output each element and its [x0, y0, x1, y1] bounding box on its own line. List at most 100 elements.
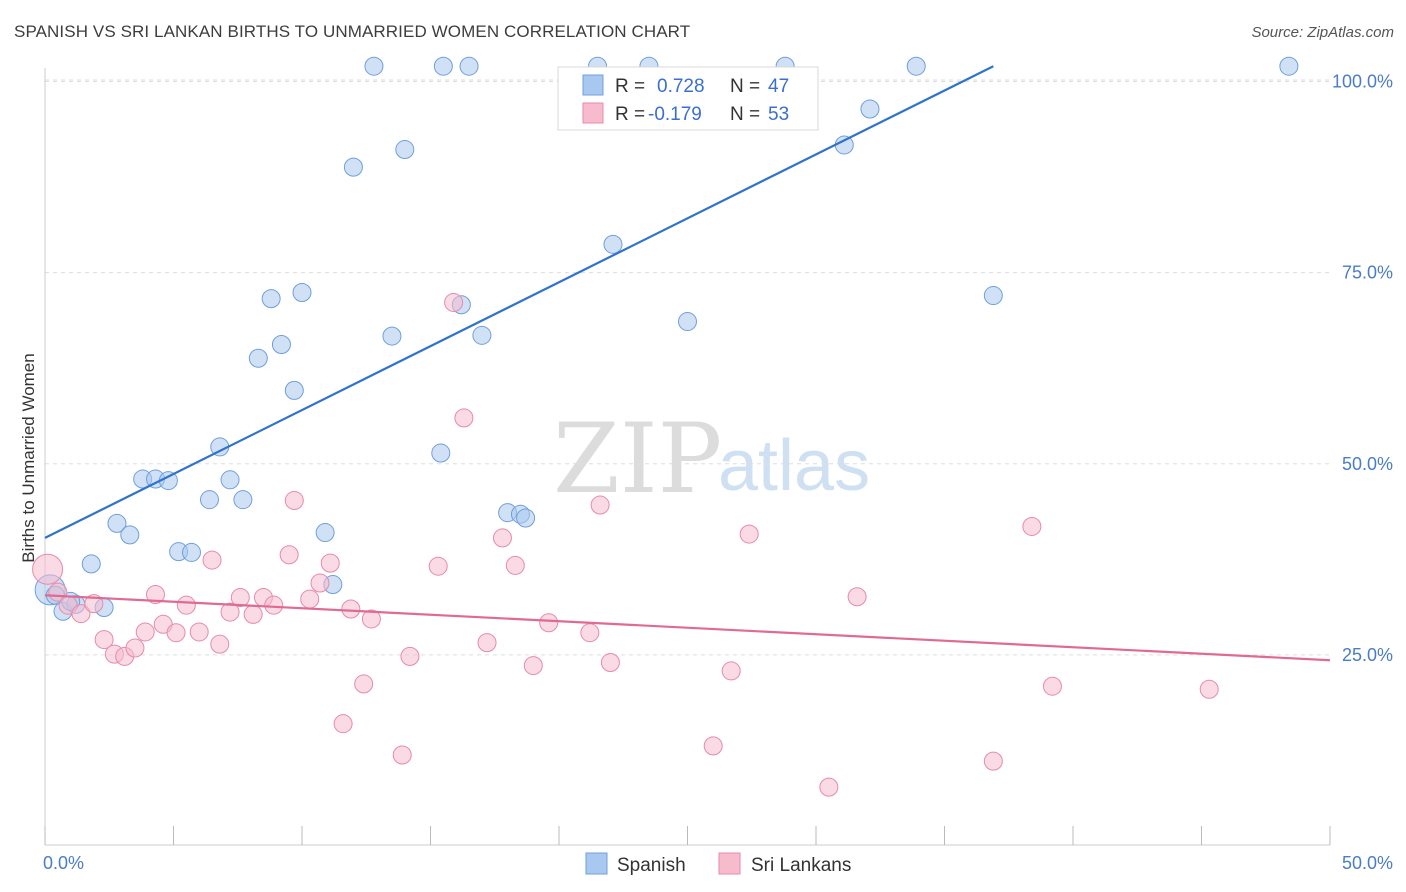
point-spanish-40: [860, 99, 880, 119]
point-srilankan-10: [146, 584, 166, 604]
series-legend-swatch-spanish: [585, 852, 608, 875]
point-srilankan-17: [220, 602, 240, 622]
point-spanish-11: [199, 490, 219, 510]
point-srilankan-33: [428, 556, 448, 576]
point-srilankan-15: [202, 550, 222, 570]
series-legend-swatch-srilankan: [718, 852, 741, 875]
point-srilankan-36: [477, 633, 497, 653]
point-srilankan-34: [444, 292, 464, 312]
series-legend-label-spanish: Spanish: [617, 855, 686, 876]
x-tick-label-0: 0.0%: [43, 853, 84, 873]
point-spanish-26: [433, 56, 453, 76]
stats-legend-n-label-srilankan: N =: [730, 104, 760, 125]
point-srilankan-29: [354, 674, 374, 694]
point-srilankan-48: [847, 587, 867, 607]
point-srilankan-46: [739, 524, 759, 544]
series-legend: Spanish Sri Lankans: [585, 852, 851, 876]
point-srilankan-49: [983, 751, 1003, 771]
point-srilankan-37: [492, 528, 512, 548]
stats-legend-swatch-spanish: [582, 74, 604, 96]
watermark-zip: ZIP: [553, 403, 722, 515]
point-spanish-22: [343, 157, 363, 177]
point-spanish-13: [220, 470, 240, 490]
stats-legend-r-label-srilankan: R =: [615, 104, 645, 125]
y-tick-label-1: 50.0%: [1342, 454, 1393, 474]
point-spanish-18: [284, 380, 304, 400]
stats-legend-n-value-srilankan: 53: [768, 104, 789, 125]
point-srilankan-23: [284, 490, 304, 510]
point-srilankan-25: [310, 573, 330, 593]
y-tick-label-3: 100.0%: [1332, 72, 1393, 92]
point-spanish-10: [181, 542, 201, 562]
point-srilankan-5: [94, 630, 114, 650]
point-srilankan-41: [580, 623, 600, 643]
stats-legend-r-value-srilankan: -0.179: [648, 104, 702, 125]
point-spanish-14: [233, 490, 253, 510]
point-srilankan-51: [1042, 676, 1062, 696]
y-tick-label-0: 25.0%: [1342, 645, 1393, 665]
watermark-atlas: atlas: [718, 426, 870, 506]
point-srilankan-26: [320, 553, 340, 573]
point-spanish-42: [983, 286, 1003, 306]
y-tick-labels: 25.0% 50.0% 75.0% 100.0%: [1332, 72, 1393, 665]
point-srilankan-31: [392, 745, 412, 765]
x-tick-label-1: 50.0%: [1342, 853, 1393, 873]
point-spanish-24: [382, 326, 402, 346]
point-spanish-5: [120, 525, 140, 545]
point-spanish-15: [248, 348, 268, 368]
point-srilankan-30: [361, 609, 381, 629]
point-srilankan-43: [600, 653, 620, 673]
point-spanish-30: [472, 325, 492, 345]
point-srilankan-52: [1199, 679, 1219, 699]
point-srilankan-27: [341, 599, 361, 619]
point-spanish-25: [395, 140, 415, 160]
point-srilankan-8: [125, 638, 145, 658]
point-srilankan-42: [590, 495, 610, 515]
stats-legend-r-value-spanish: 0.728: [657, 76, 705, 97]
point-srilankan-24: [300, 589, 320, 609]
point-spanish-39: [834, 135, 854, 155]
series-legend-label-srilankan: Sri Lankans: [751, 855, 851, 876]
point-spanish-4: [107, 513, 127, 533]
point-srilankan-18: [230, 588, 250, 608]
trend-lines: [44, 65, 1331, 662]
point-spanish-41: [906, 56, 926, 76]
point-spanish-16: [261, 289, 281, 309]
stats-legend-swatch-srilankan: [582, 102, 604, 124]
point-spanish-28: [459, 56, 479, 76]
point-srilankan-45: [721, 661, 741, 681]
point-spanish-37: [678, 312, 697, 332]
source-label: Source: ZipAtlas.com: [1251, 24, 1394, 41]
stats-legend-n-value-spanish: 47: [768, 76, 789, 97]
point-srilankan-13: [176, 595, 196, 615]
stats-legend-n-label-spanish: N =: [730, 76, 760, 97]
point-srilankan-9: [135, 622, 155, 642]
point-spanish-20: [315, 523, 335, 543]
point-srilankan-35: [454, 408, 474, 428]
point-srilankan-4: [84, 594, 104, 614]
point-srilankan-14: [189, 622, 209, 642]
point-srilankan-40: [539, 613, 559, 633]
point-srilankan-44: [703, 736, 723, 756]
point-srilankan-21: [264, 595, 284, 615]
point-srilankan-12: [166, 623, 186, 643]
point-spanish-3: [81, 554, 101, 574]
point-spanish-27: [431, 443, 451, 463]
y-axis-label: Births to Unmarried Women: [19, 353, 38, 562]
trend-line-srilankan: [44, 594, 1331, 662]
stats-legend-r-label-spanish: R =: [615, 76, 645, 97]
point-spanish-17: [271, 334, 291, 354]
stats-legend: R = 0.728 N = 47 R = -0.179 N = 53: [557, 66, 819, 131]
x-tick-labels: 0.0% 50.0%: [43, 853, 1393, 873]
point-srilankan-16: [210, 634, 230, 654]
point-srilankan-50: [1022, 516, 1042, 536]
point-spanish-19: [292, 283, 312, 303]
point-srilankan-38: [505, 555, 525, 575]
point-srilankan-32: [400, 646, 420, 666]
point-srilankan-47: [819, 777, 839, 797]
point-spanish-33: [516, 508, 536, 528]
point-srilankan-19: [243, 604, 263, 624]
point-spanish-23: [364, 56, 384, 76]
point-spanish-43: [1279, 56, 1299, 76]
